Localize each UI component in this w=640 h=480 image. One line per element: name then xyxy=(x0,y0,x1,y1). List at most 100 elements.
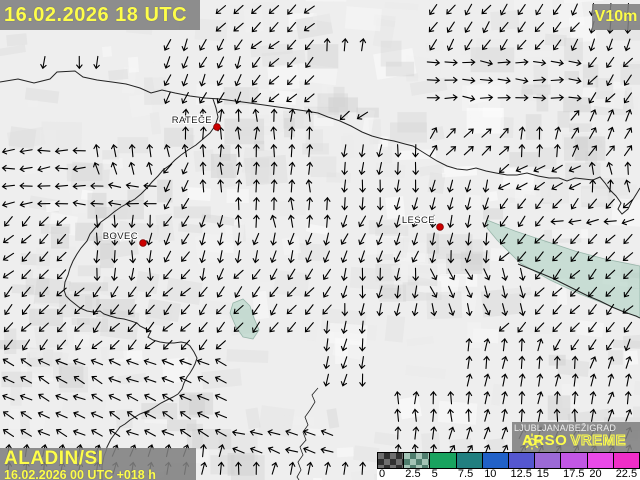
wind-arrow xyxy=(270,214,277,228)
wind-arrow xyxy=(590,373,597,387)
wind-arrow xyxy=(518,390,526,405)
wind-arrow xyxy=(215,22,226,32)
branding-station-caption: LJUBLJANA/BEŽIGRAD xyxy=(514,423,617,433)
wind-arrow xyxy=(93,232,101,246)
wind-arrow xyxy=(306,196,313,211)
wind-arrow xyxy=(143,376,157,383)
wind-arrow xyxy=(501,285,508,299)
wind-arrow xyxy=(483,408,491,422)
wind-arrow xyxy=(622,57,633,68)
wind-arrow xyxy=(483,268,491,281)
wind-arrow xyxy=(323,356,330,370)
station-label: LESCE xyxy=(402,215,435,226)
wind-arrow xyxy=(606,74,614,87)
wind-arrow xyxy=(110,286,119,298)
wind-arrow xyxy=(268,5,280,14)
wind-arrow xyxy=(288,126,296,140)
wind-arrow xyxy=(324,214,331,228)
wind-arrow xyxy=(429,144,438,157)
wind-arrow xyxy=(73,287,85,297)
wind-arrow xyxy=(339,110,350,121)
wind-arrow xyxy=(499,215,509,227)
wind-arrow xyxy=(270,232,277,246)
valid-time-box: 16.02.2026 18 UTC xyxy=(0,0,200,30)
wind-arrow xyxy=(497,58,511,66)
wind-arrow xyxy=(376,144,383,158)
wind-arrow xyxy=(341,267,348,282)
wind-arrow xyxy=(37,411,50,419)
wind-arrow xyxy=(92,286,101,298)
wind-arrow xyxy=(497,94,511,102)
wind-arrow xyxy=(217,250,224,264)
wind-arrow xyxy=(37,147,51,154)
wind-arrow xyxy=(447,197,454,211)
wind-arrow xyxy=(535,3,544,16)
wind-arrow xyxy=(465,390,473,405)
wind-arrow xyxy=(356,111,369,120)
wind-arrow xyxy=(305,268,314,281)
wind-arrow xyxy=(2,393,15,401)
wind-arrow xyxy=(253,214,260,228)
wind-arrow xyxy=(568,77,582,84)
wind-arrow xyxy=(110,161,118,175)
wind-arrow xyxy=(234,126,242,140)
wind-arrow xyxy=(214,411,228,419)
wind-arrow xyxy=(109,322,120,332)
wind-arrow xyxy=(359,338,366,352)
wind-arrow xyxy=(303,5,315,14)
wind-arrow xyxy=(376,161,383,176)
wind-arrow xyxy=(214,428,227,437)
wind-arrow xyxy=(517,321,527,333)
wind-arrow xyxy=(234,56,242,70)
wind-arrow xyxy=(269,303,278,316)
wind-arrow xyxy=(110,143,118,158)
wind-arrow xyxy=(125,429,139,436)
wind-arrow xyxy=(324,461,331,475)
legend-block xyxy=(613,453,640,468)
wind-arrow xyxy=(552,251,563,262)
wind-arrow xyxy=(358,233,366,246)
wind-arrow xyxy=(162,322,174,332)
wind-arrow xyxy=(588,321,597,333)
wind-arrow xyxy=(287,75,297,86)
sun-icon xyxy=(524,433,540,450)
wind-arrow xyxy=(304,93,315,103)
wind-arrow xyxy=(144,428,156,437)
wind-arrow xyxy=(198,56,208,69)
wind-arrow xyxy=(92,321,101,334)
wind-arrow xyxy=(462,77,476,84)
wind-arrow xyxy=(126,393,139,402)
wind-arrow xyxy=(214,393,227,401)
wind-arrow xyxy=(551,182,563,191)
wind-arrow xyxy=(214,375,227,384)
legend-block xyxy=(587,453,614,468)
wind-arrow xyxy=(588,92,597,104)
wind-arrow xyxy=(322,268,331,281)
wind-arrow xyxy=(571,144,579,157)
wind-arrow xyxy=(179,376,192,384)
wind-arrow xyxy=(376,197,384,211)
wind-arrow xyxy=(253,143,260,158)
wind-arrow xyxy=(251,92,262,103)
wind-arrow xyxy=(181,73,189,87)
wind-arrow xyxy=(4,216,13,227)
wind-arrow xyxy=(143,358,157,365)
wind-arrow xyxy=(481,4,492,15)
wind-arrow xyxy=(146,161,153,175)
wind-arrow xyxy=(519,285,526,299)
wind-arrow xyxy=(322,286,331,298)
wind-arrow xyxy=(607,408,615,422)
wind-arrow xyxy=(624,179,631,193)
wind-arrow xyxy=(394,144,402,158)
wind-arrow xyxy=(359,37,367,52)
wind-arrow xyxy=(588,268,597,281)
field-label-box: V10m xyxy=(592,4,640,30)
wind-arrow xyxy=(552,304,562,315)
wind-arrow xyxy=(57,304,67,315)
wind-arrow xyxy=(285,429,298,436)
wind-arrow xyxy=(483,355,490,370)
wind-arrow xyxy=(464,3,473,16)
wind-arrow xyxy=(253,179,260,193)
wind-arrow xyxy=(128,286,137,298)
wind-arrow xyxy=(38,269,49,280)
